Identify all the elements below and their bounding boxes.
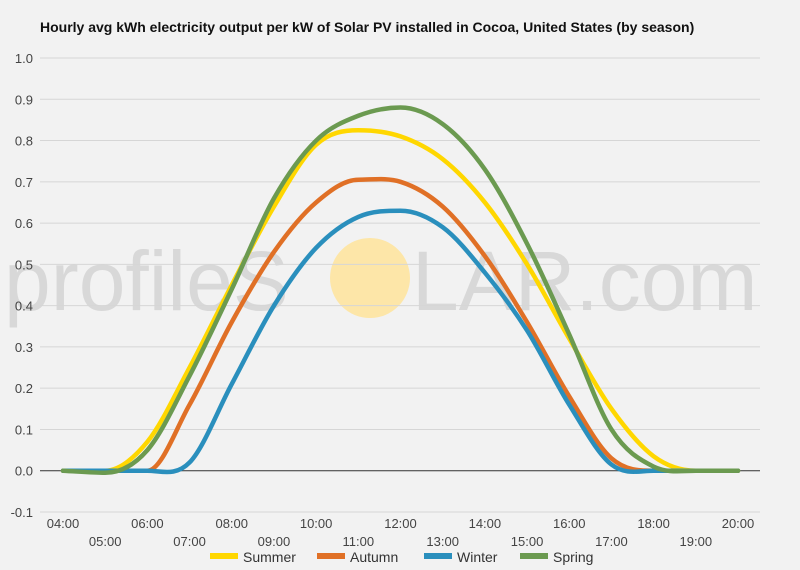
- y-tick-label: 0.1: [15, 422, 33, 437]
- y-tick-label: 1.0: [15, 51, 33, 66]
- x-tick-label: 19:00: [680, 534, 713, 549]
- series-line-summer: [60, 127, 741, 473]
- watermark: profileS LAR.com: [4, 234, 757, 328]
- x-tick-label: 15:00: [511, 534, 544, 549]
- legend-label-winter: Winter: [457, 549, 498, 565]
- x-tick-label: 07:00: [173, 534, 206, 549]
- x-tick-label: 05:00: [89, 534, 122, 549]
- series-line-spring: [60, 105, 741, 476]
- legend-swatch-summer: [210, 553, 238, 559]
- legend-label-summer: Summer: [243, 549, 296, 565]
- x-tick-label: 11:00: [343, 534, 375, 549]
- y-tick-label: 0.3: [15, 340, 33, 355]
- y-tick-label: 0.9: [15, 92, 33, 107]
- x-tick-label: 14:00: [469, 516, 502, 531]
- legend-label-autumn: Autumn: [350, 549, 398, 565]
- series-line-autumn: [60, 176, 741, 473]
- x-tick-label: 16:00: [553, 516, 586, 531]
- legend-swatch-winter: [424, 553, 452, 559]
- x-tick-label: 08:00: [215, 516, 248, 531]
- series-line-winter: [60, 208, 741, 475]
- x-tick-label: 09:00: [258, 534, 291, 549]
- legend-swatch-spring: [520, 553, 548, 559]
- y-tick-label: 0.0: [15, 464, 33, 479]
- chart-title: Hourly avg kWh electricity output per kW…: [40, 19, 695, 35]
- x-tick-label: 10:00: [300, 516, 333, 531]
- y-tick-label: 0.8: [15, 134, 33, 149]
- y-tick-label: 0.5: [15, 257, 33, 272]
- x-tick-label: 12:00: [384, 516, 417, 531]
- x-tick-label: 17:00: [595, 534, 628, 549]
- watermark-text-right: LAR.com: [412, 234, 757, 328]
- series-lines: [60, 105, 741, 476]
- watermark-sun-icon: [330, 238, 410, 318]
- x-axis-ticks: 04:00 05:00 06:00 07:00 08:00 09:00 10:00 11:00…: [47, 516, 755, 549]
- gridlines: [40, 57, 760, 513]
- x-tick-label: 13:00: [426, 534, 459, 549]
- x-tick-label: 20:00: [722, 516, 755, 531]
- x-tick-label: 18:00: [637, 516, 670, 531]
- y-tick-label: 0.4: [15, 299, 33, 314]
- watermark-text-left: profileS: [4, 234, 289, 328]
- y-tick-label: 0.2: [15, 381, 33, 396]
- legend: Summer Autumn Winter Spring: [210, 549, 593, 565]
- x-tick-label: 06:00: [131, 516, 164, 531]
- legend-label-spring: Spring: [553, 549, 593, 565]
- y-tick-label: 0.6: [15, 216, 33, 231]
- legend-swatch-autumn: [317, 553, 345, 559]
- x-tick-label: 04:00: [47, 516, 80, 531]
- y-tick-label: -0.1: [11, 505, 33, 520]
- y-axis-ticks: -0.1 0.0 0.1 0.2 0.3 0.4 0.5 0.6 0.7 0.8 0.9 1.0: [11, 51, 33, 520]
- y-tick-label: 0.7: [15, 175, 33, 190]
